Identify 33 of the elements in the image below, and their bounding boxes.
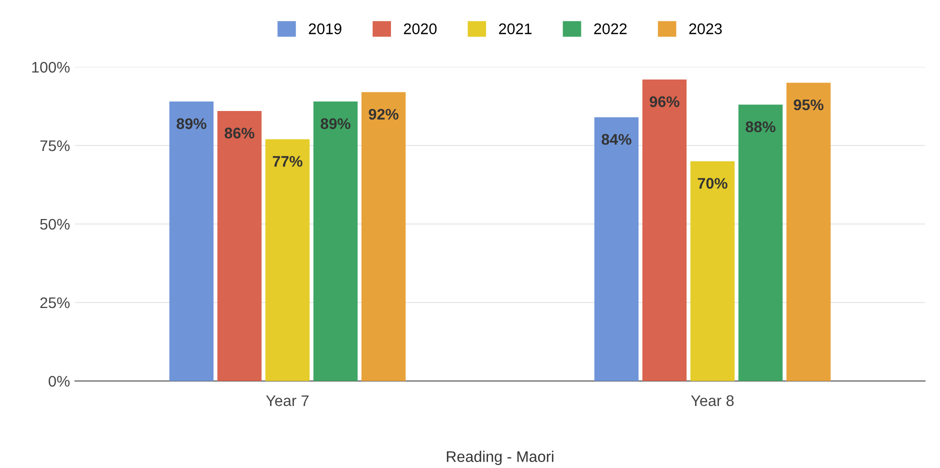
y-tick-label: 75% [40,140,70,152]
data-label: 96% [650,96,680,108]
x-tick-label: Year 8 [691,395,734,406]
data-label: 95% [794,99,824,110]
data-label: 70% [698,178,728,189]
data-label: 88% [746,121,776,132]
bar [217,110,262,381]
data-label: 89% [176,118,206,130]
bar [786,82,831,381]
legend-label: 2022 [594,23,627,34]
y-tick-label: 100% [32,62,70,73]
bar [594,117,639,381]
data-label: 86% [224,128,254,138]
bar [265,139,310,381]
y-tick-label: 0% [48,376,70,387]
bar [642,80,687,381]
bar [361,92,406,381]
data-label: 89% [320,118,350,130]
legend-label: 2019 [308,23,342,34]
x-axis-title: Reading - Maori [446,450,554,466]
legend-label: 2021 [499,23,532,34]
legend-label: 2020 [404,23,437,34]
bar [169,102,214,381]
bar [313,102,358,381]
bar [738,104,783,381]
data-label: 77% [272,156,302,167]
y-tick-label: 25% [40,297,70,308]
legend-label: 2023 [689,23,722,34]
data-label: 84% [602,134,632,145]
data-label: 92% [368,108,398,120]
x-tick-label: Year 7 [266,395,309,406]
y-tick-label: 50% [40,218,70,230]
bar [690,161,735,381]
